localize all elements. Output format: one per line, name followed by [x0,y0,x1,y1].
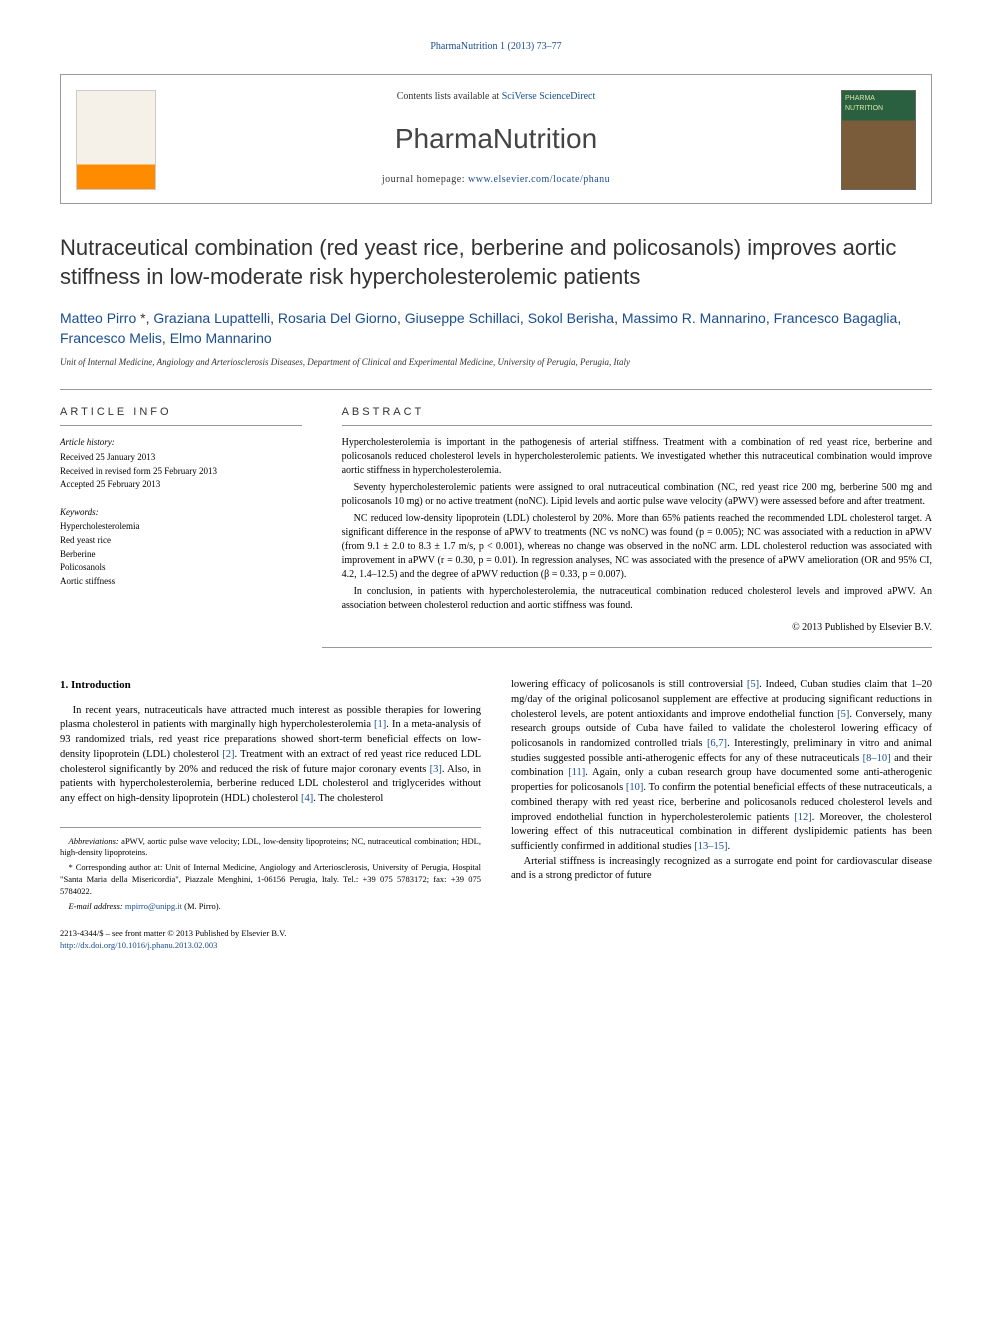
email-suffix: (M. Pirro). [182,901,221,911]
body-text: . [727,841,730,852]
journal-title: PharmaNutrition [181,119,811,158]
homepage-link[interactable]: www.elsevier.com/locate/phanu [468,174,610,185]
citation-header: PharmaNutrition 1 (2013) 73–77 [60,40,932,54]
sciencedirect-link[interactable]: SciVerse ScienceDirect [502,91,596,102]
contents-prefix: Contents lists available at [397,91,502,102]
journal-cover-label: PHARMA NUTRITION [842,91,915,117]
reference-link[interactable]: [11] [568,767,585,778]
reference-link[interactable]: [8–10] [863,753,891,764]
body-column-left: 1. Introduction In recent years, nutrace… [60,678,481,951]
corresponding-author-footnote: * Corresponding author at: Unit of Inter… [60,862,481,898]
reference-link[interactable]: [3] [430,764,442,775]
publisher-logo: ELSEVIER [76,90,156,190]
homepage-prefix: journal homepage: [382,174,468,185]
issn-line: 2213-4344/$ – see front matter © 2013 Pu… [60,928,481,940]
keyword: Berberine [60,548,302,561]
revised-date: Received in revised form 25 February 201… [60,465,302,478]
email-label: E-mail address: [69,901,125,911]
body-paragraph: Arterial stiffness is increasingly recog… [511,855,932,884]
author-link[interactable]: Massimo R. Mannarino [622,310,766,326]
abstract-block: ABSTRACT Hypercholesterolemia is importa… [322,390,932,648]
publisher-name: ELSEVIER [77,174,155,187]
doi-link[interactable]: http://dx.doi.org/10.1016/j.phanu.2013.0… [60,940,217,950]
received-date: Received 25 January 2013 [60,451,302,464]
contents-available-line: Contents lists available at SciVerse Sci… [181,90,811,104]
reference-link[interactable]: [10] [626,782,644,793]
affiliation: Unit of Internal Medicine, Angiology and… [60,356,932,369]
author-link[interactable]: Sokol Berisha [528,310,614,326]
footnotes-block: Abbreviations: aPWV, aortic pulse wave v… [60,827,481,913]
abstract-heading: ABSTRACT [342,405,932,426]
keyword: Aortic stiffness [60,575,302,588]
body-paragraph: lowering efficacy of policosanols is sti… [511,678,932,854]
abstract-paragraph: NC reduced low-density lipoprotein (LDL)… [342,512,932,582]
abbrev-label: Abbreviations: [69,836,122,846]
abbrev-text: aPWV, aortic pulse wave velocity; LDL, l… [60,836,481,858]
body-text: . The cholesterol [313,793,383,804]
article-title: Nutraceutical combination (red yeast ric… [60,234,932,291]
reference-link[interactable]: [5] [747,679,759,690]
abstract-paragraph: Hypercholesterolemia is important in the… [342,436,932,478]
article-info-heading: ARTICLE INFO [60,405,302,426]
homepage-line: journal homepage: www.elsevier.com/locat… [181,173,811,187]
copyright-line: © 2013 Published by Elsevier B.V. [342,621,932,635]
abbreviations-footnote: Abbreviations: aPWV, aortic pulse wave v… [60,836,481,860]
article-info-block: ARTICLE INFO Article history: Received 2… [60,390,322,648]
keyword: Hypercholesterolemia [60,520,302,533]
author-link[interactable]: Francesco Melis [60,330,162,346]
author-link[interactable]: Matteo Pirro [60,310,136,326]
body-column-right: lowering efficacy of policosanols is sti… [511,678,932,951]
journal-header-box: ELSEVIER PHARMA NUTRITION Contents lists… [60,74,932,204]
reference-link[interactable]: [5] [837,709,849,720]
section-number: 1. [60,679,68,691]
email-link[interactable]: mpirro@unipg.it [125,901,182,911]
abstract-paragraph: In conclusion, in patients with hypercho… [342,585,932,613]
corr-label: * Corresponding author at: [69,862,166,872]
author-link[interactable]: Giuseppe Schillaci [405,310,520,326]
accepted-date: Accepted 25 February 2013 [60,478,302,491]
reference-link[interactable]: [1] [374,719,386,730]
reference-link[interactable]: [4] [301,793,313,804]
author-link[interactable]: Graziana Lupattelli [153,310,270,326]
body-text: lowering efficacy of policosanols is sti… [511,679,747,690]
keyword: Policosanols [60,561,302,574]
page-footer: 2213-4344/$ – see front matter © 2013 Pu… [60,928,481,952]
reference-link[interactable]: [13–15] [694,841,727,852]
keyword: Red yeast rice [60,534,302,547]
abstract-paragraph: Seventy hypercholesterolemic patients we… [342,481,932,509]
reference-link[interactable]: [2] [222,749,234,760]
reference-link[interactable]: [12] [794,812,812,823]
body-paragraph: In recent years, nutraceuticals have att… [60,704,481,807]
history-label: Article history: [60,436,302,449]
journal-cover-thumbnail: PHARMA NUTRITION [841,90,916,190]
keywords-label: Keywords: [60,506,302,519]
author-list: Matteo Pirro *, Graziana Lupattelli, Ros… [60,309,932,348]
author-link[interactable]: Francesco Bagaglia [774,310,898,326]
author-link[interactable]: Elmo Mannarino [170,330,272,346]
author-link[interactable]: Rosaria Del Giorno [278,310,397,326]
section-heading: 1. Introduction [60,678,481,693]
section-title: Introduction [71,679,131,691]
reference-link[interactable]: [6,7] [707,738,727,749]
email-footnote: E-mail address: mpirro@unipg.it (M. Pirr… [60,901,481,913]
